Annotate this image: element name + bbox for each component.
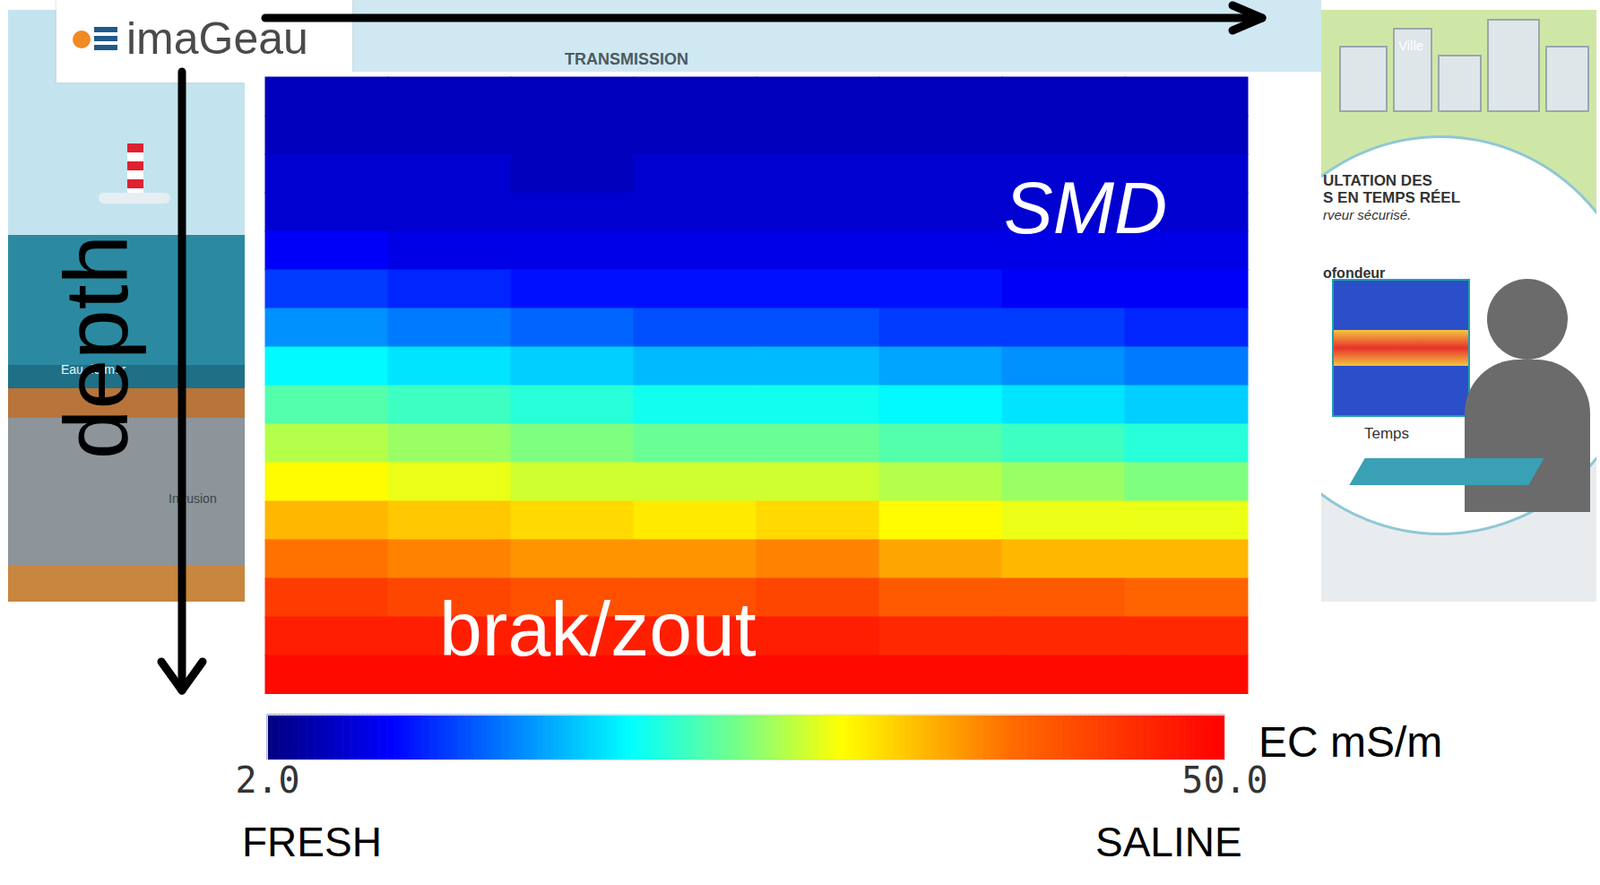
- svg-text:depth: depth: [45, 234, 147, 459]
- svg-text:2.0: 2.0: [234, 759, 300, 801]
- svg-text:50.0: 50.0: [1181, 759, 1268, 801]
